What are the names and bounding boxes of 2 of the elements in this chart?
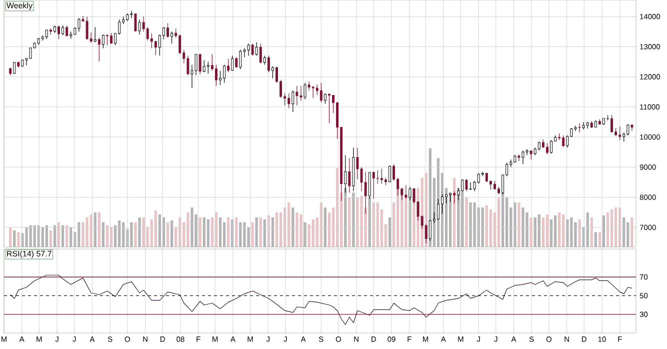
chart-title: Weekly (6, 2, 33, 10)
chart-title: RSI(14) 57.7 (7, 250, 52, 258)
